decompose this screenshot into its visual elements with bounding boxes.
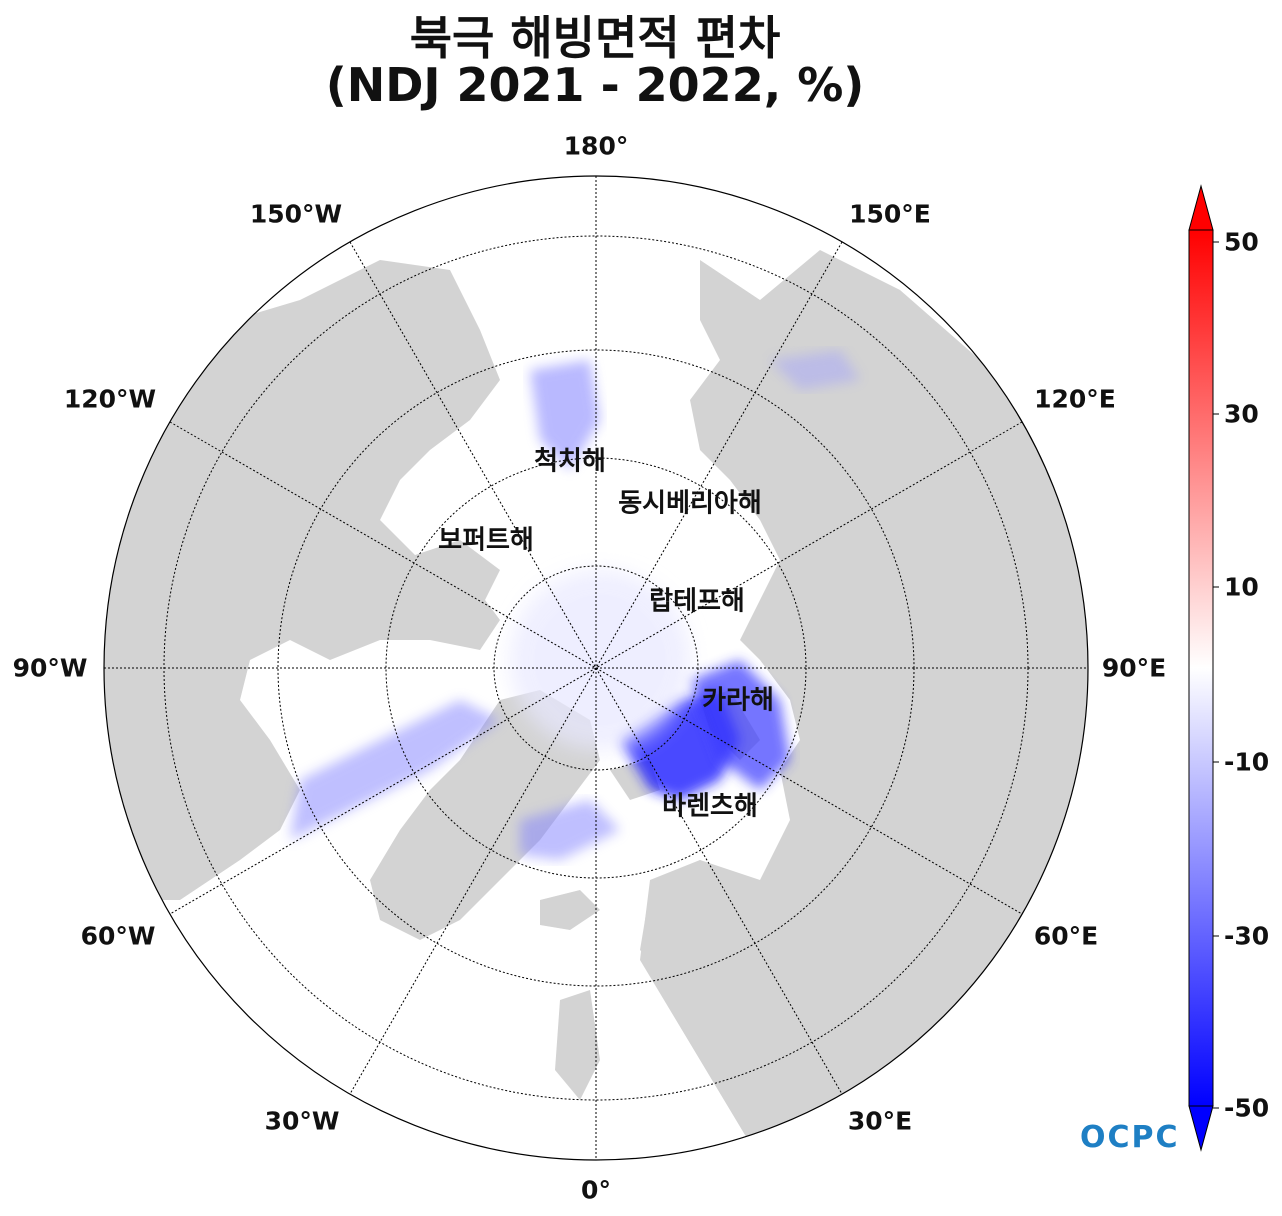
graticule (104, 176, 1088, 1160)
land-north-america (104, 260, 500, 900)
anomaly-shading (290, 350, 860, 860)
lon-label-150e: 150°E (849, 199, 931, 229)
map-title: 북극 해빙면적 편차 (409, 11, 781, 65)
lon-label-120w: 120°W (63, 384, 157, 414)
lon-label-60e: 60°E (1033, 921, 1099, 951)
sea-label-chukchi: 척치해 (534, 446, 606, 477)
map-disc (104, 176, 1088, 1160)
lon-label-30w: 30°W (264, 1106, 340, 1136)
land-arctic-islands (400, 540, 500, 610)
colorbar-tick-label: 50 (1224, 227, 1259, 257)
colorbar-tick-label: -30 (1224, 921, 1270, 951)
lon-label-180: 180° (563, 131, 629, 161)
colorbar-tick-label: 10 (1224, 572, 1259, 602)
map-subtitle: (NDJ 2021 - 2022, %) (325, 58, 865, 112)
lon-label-120e: 120°E (1034, 384, 1116, 414)
colorbar-extend-min (1188, 1105, 1214, 1152)
lon-label-60w: 60°W (80, 921, 156, 951)
sea-label-laptev: 랍테프해 (649, 586, 745, 617)
land-greenland (370, 690, 600, 940)
map-boundary (103, 175, 1089, 1161)
lon-label-0: 0° (581, 1175, 611, 1205)
land-uk (555, 990, 600, 1100)
lon-label-150w: 150°W (249, 199, 343, 229)
land-iceland (540, 890, 600, 930)
land-scandinavia (640, 860, 760, 1000)
colorbar-tick-label: -10 (1224, 747, 1270, 777)
colorbar (1188, 184, 1219, 1152)
colorbar-tick-label: 30 (1224, 399, 1259, 429)
colorbar-tick-label: -50 (1224, 1093, 1270, 1123)
lon-label-30e: 30°E (847, 1106, 913, 1136)
land (104, 250, 1088, 1160)
sea-label-kara: 카라해 (702, 685, 774, 716)
lon-label-90e: 90°E (1101, 653, 1167, 683)
sea-label-beaufort: 보퍼트해 (438, 525, 534, 556)
lon-label-90w: 90°W (12, 653, 88, 683)
sea-label-barents: 바렌츠해 (662, 791, 758, 822)
colorbar-extend-max (1188, 184, 1214, 231)
colorbar-bar (1188, 229, 1214, 1107)
ocpc-logo: OCPC (1080, 1120, 1180, 1155)
sea-label-east-siberian: 동시베리아해 (618, 488, 762, 519)
